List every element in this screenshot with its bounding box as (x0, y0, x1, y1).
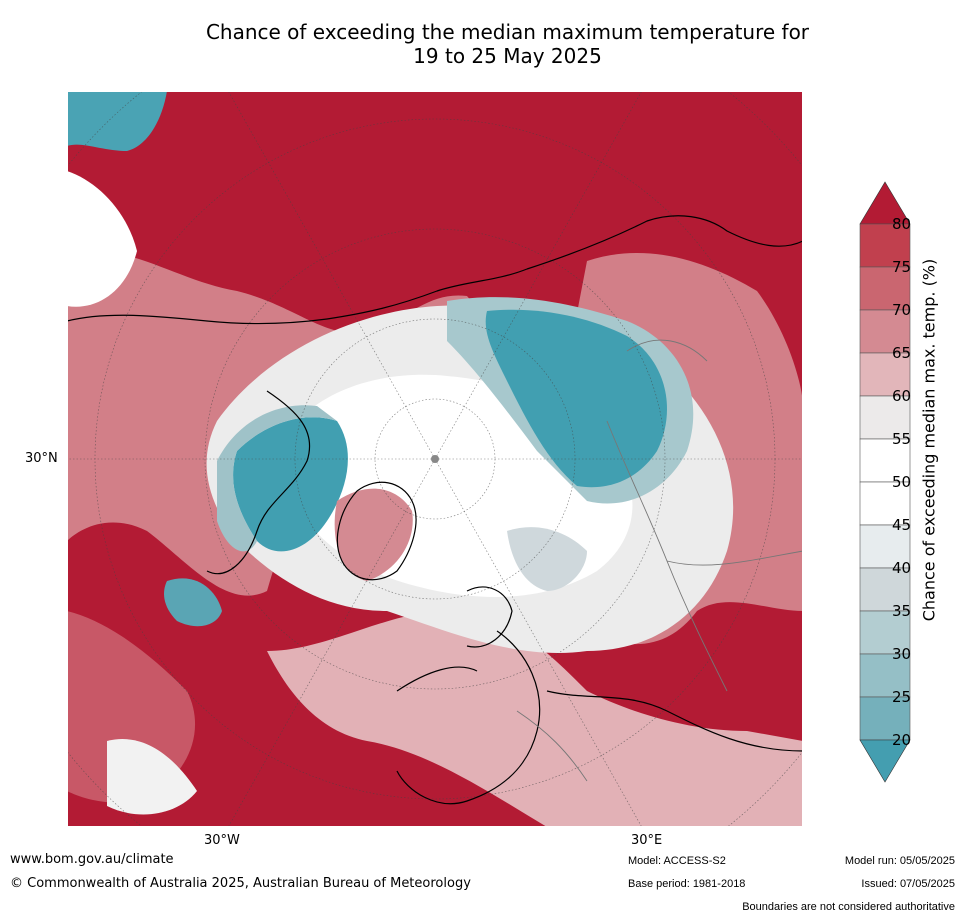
colorbar-band (859, 266, 911, 311)
colorbar-tick-label: 50 (892, 473, 912, 491)
map-canvas (67, 91, 803, 827)
footer-copyright: © Commonwealth of Australia 2025, Austra… (10, 876, 471, 891)
footer-website: www.bom.gov.au/climate (10, 852, 174, 867)
lat-label-30n: 30°N (25, 451, 58, 466)
colorbar-band (859, 524, 911, 569)
colorbar-bottom-arrow (859, 739, 911, 783)
footer-issued: Issued: 07/05/2025 (861, 878, 955, 890)
colorbar-tick-label: 35 (892, 602, 912, 620)
colorbar-band (859, 653, 911, 698)
colorbar-tick-label: 40 (892, 559, 912, 577)
lon-label-30e: 30°E (631, 833, 663, 848)
colorbar-title-text: Chance of exceeding median max. temp. (%… (919, 258, 939, 622)
colorbar-tick-label: 80 (892, 215, 912, 233)
footer-model: Model: ACCESS-S2 (628, 855, 726, 867)
colorbar-band (859, 395, 911, 440)
colorbar-tick-label: 45 (892, 516, 912, 534)
colorbar-tick-label: 25 (892, 688, 912, 706)
colorbar-band (859, 438, 911, 483)
colorbar-tick-label: 70 (892, 301, 912, 319)
region-very-low-siberia (485, 309, 667, 488)
colorbar-tick-label: 75 (892, 258, 912, 276)
colorbar-graphic (859, 181, 911, 783)
colorbar-band (859, 481, 911, 526)
title-line-2: 19 to 25 May 2025 (413, 44, 602, 68)
region-low-europe (507, 527, 587, 591)
coastlines (67, 215, 803, 805)
region-low-canada-ring (217, 405, 337, 552)
colorbar-tick-label: 55 (892, 430, 912, 448)
colorbar-tick-label: 30 (892, 645, 912, 663)
region-greenland (334, 488, 413, 581)
north-pole-marker (431, 455, 439, 463)
region-white-south (107, 739, 197, 815)
footer-model-run: Model run: 05/05/2025 (844, 855, 955, 867)
graticule (67, 91, 803, 827)
colorbar (850, 180, 965, 785)
region-white-nw (67, 171, 137, 307)
forecast-map (67, 91, 803, 827)
region-very-low-atlantic (164, 578, 222, 627)
colorbar-band (859, 696, 911, 741)
country-borders (516, 339, 803, 782)
colorbar-band (859, 309, 911, 354)
colorbar-tick-label: 20 (892, 731, 912, 749)
title-line-1: Chance of exceeding the median maximum t… (205, 20, 810, 44)
colorbar-tick-label: 60 (892, 387, 912, 405)
chart-title: Chance of exceeding the median maximum t… (0, 20, 965, 68)
region-very-low-nw (67, 91, 167, 151)
colorbar-band (859, 352, 911, 397)
colorbar-tick-label: 65 (892, 344, 912, 362)
footer-disclaimer: Boundaries are not considered authoritat… (742, 901, 955, 913)
colorbar-band (859, 610, 911, 655)
lon-label-30w: 30°W (204, 833, 240, 848)
colorbar-band (859, 223, 911, 268)
colorbar-band (859, 567, 911, 612)
footer-base-period: Base period: 1981-2018 (628, 878, 746, 890)
region-mid-south (267, 611, 803, 827)
